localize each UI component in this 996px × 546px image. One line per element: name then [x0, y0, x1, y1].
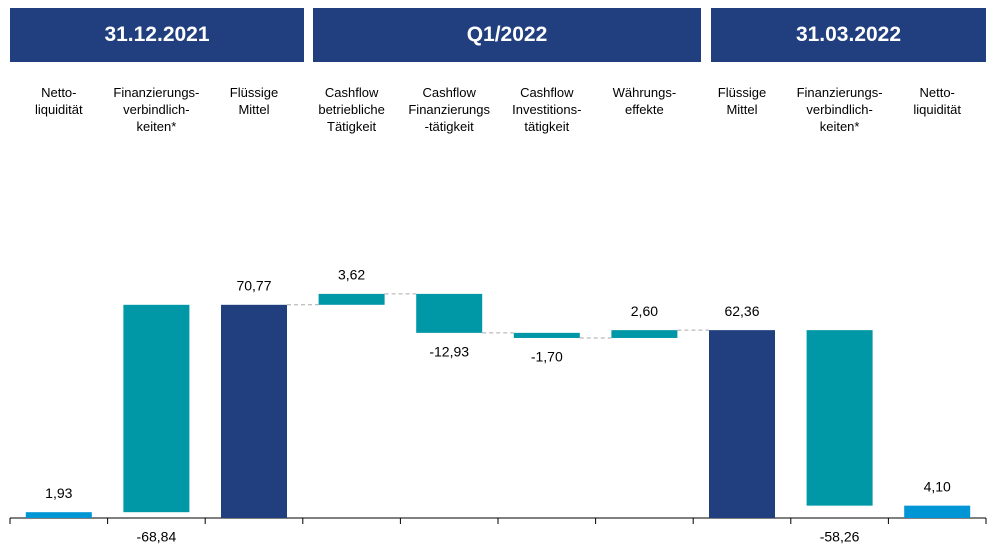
- value-label: 3,62: [338, 267, 365, 283]
- bar: [221, 304, 287, 518]
- category-label: Finanzierungs- verbindlich- keiten*: [796, 85, 883, 134]
- category-label: Währungs- effekte: [612, 85, 677, 117]
- bar: [709, 330, 775, 518]
- bar: [513, 332, 580, 338]
- value-label: 1,93: [45, 485, 72, 501]
- category-label: Cashflow betriebliche Tätigkeit: [318, 85, 385, 134]
- value-label: -58,26: [820, 529, 860, 545]
- bar: [806, 330, 873, 506]
- category-label: Flüssige Mittel: [717, 85, 767, 117]
- bar: [25, 512, 92, 518]
- header: Q1/2022: [313, 8, 701, 62]
- value-label: 4,10: [924, 478, 951, 494]
- value-label: -68,84: [137, 529, 177, 545]
- value-label: -1,70: [531, 349, 563, 365]
- category-label: Netto- liquidität: [34, 85, 83, 117]
- category-label: Cashflow Finanzierungs -tätigkeit: [408, 85, 491, 134]
- value-label: -12,93: [429, 344, 469, 360]
- bar: [611, 330, 678, 338]
- header: 31.12.2021: [10, 8, 304, 62]
- bar: [416, 293, 483, 333]
- category-label: Flüssige Mittel: [229, 85, 279, 117]
- header: 31.03.2022: [711, 8, 986, 62]
- bar: [904, 505, 971, 518]
- value-label: 62,36: [724, 303, 759, 319]
- value-label: 2,60: [631, 303, 658, 319]
- category-label: Cashflow Investitions- tätigkeit: [512, 85, 582, 134]
- bar: [318, 293, 385, 305]
- value-label: 70,77: [236, 278, 271, 294]
- category-label: Netto- liquidität: [913, 85, 962, 117]
- bar: [123, 304, 190, 513]
- category-label: Finanzierungs- verbindlich- keiten*: [113, 85, 200, 134]
